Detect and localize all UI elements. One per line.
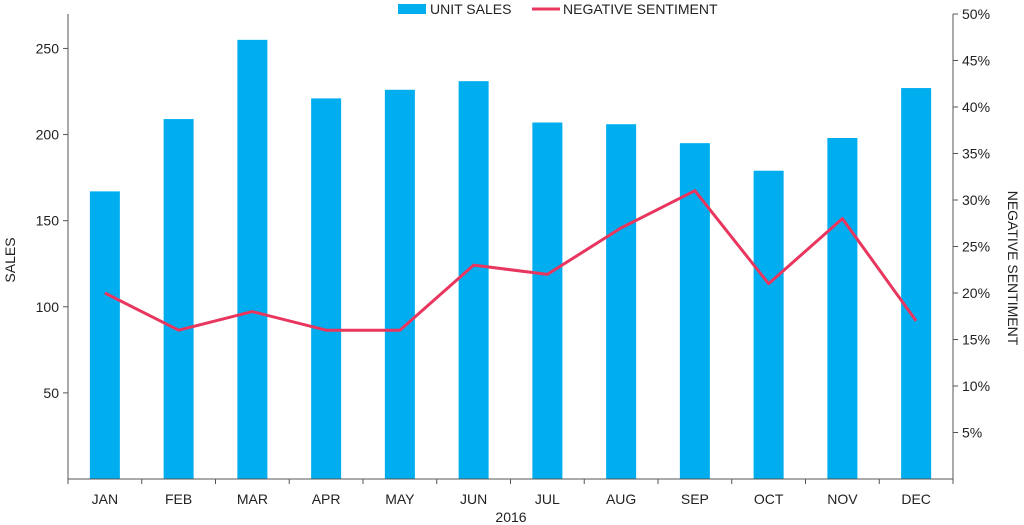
legend-label-unit-sales: UNIT SALES [430,1,511,17]
x-tick-label-dec: DEC [901,491,931,507]
bar-jan [89,191,120,479]
y2-tick-label: 25% [962,239,990,255]
x-tick-label-feb: FEB [165,491,192,507]
x-tick-label-may: MAY [385,491,415,507]
line-series [104,189,918,332]
x-tick-label-apr: APR [312,491,341,507]
bar-may [384,89,415,480]
legend-label-negative-sentiment: NEGATIVE SENTIMENT [563,1,718,17]
bar-nov [827,138,858,479]
legend-swatch-unit-sales [398,4,426,14]
x-axis-title: 2016 [495,509,526,525]
bar-aug [606,124,637,479]
y-tick-label: 200 [36,127,60,143]
x-tick-label-mar: MAR [237,491,268,507]
y2-tick-label: 5% [962,425,982,441]
bar-jun [458,81,489,480]
x-tick-label-oct: OCT [754,491,784,507]
negative-sentiment-line [104,189,918,332]
y-tick-label: 250 [36,40,60,56]
legend: UNIT SALES NEGATIVE SENTIMENT [398,1,718,17]
x-tick-label-jul: JUL [535,491,560,507]
bar-mar [237,39,268,479]
bar-dec [901,88,932,480]
y2-tick-label: 45% [962,53,990,69]
y2-tick-label: 35% [962,146,990,162]
axes: 50 100 150 200 250 5% 10% 15% 20% 25% 30% 35% 40% 45%… [36,6,990,507]
y-tick-label: 150 [36,213,60,229]
x-tick-label-jun: JUN [460,491,487,507]
y2-tick-label: 30% [962,192,990,208]
bar-apr [311,98,342,479]
bar-feb [163,119,194,480]
bar-sep [679,143,710,479]
y2-axis-title: NEGATIVE SENTIMENT [1005,191,1021,346]
x-tick-label-aug: AUG [606,491,636,507]
y2-tick-label: 40% [962,99,990,115]
y2-tick-label: 20% [962,285,990,301]
bar-jul [532,122,563,479]
x-tick-label-jan: JAN [92,491,118,507]
bar-series [89,39,932,480]
bar-oct [753,170,784,479]
y-tick-label: 50 [43,385,59,401]
x-tick-label-sep: SEP [681,491,709,507]
y2-tick-label: 50% [962,6,990,22]
y2-tick-label: 15% [962,332,990,348]
y-tick-label: 100 [36,299,60,315]
x-tick-label-nov: NOV [827,491,858,507]
y2-tick-label: 10% [962,378,990,394]
y-axis-title: SALES [2,237,18,282]
